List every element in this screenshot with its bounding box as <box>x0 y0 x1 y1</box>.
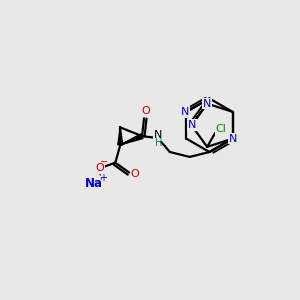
Text: N: N <box>181 107 190 117</box>
Text: N: N <box>203 99 212 109</box>
Text: O: O <box>95 163 104 172</box>
Text: O: O <box>131 169 140 178</box>
Text: Na: Na <box>85 177 103 190</box>
Text: N: N <box>154 130 162 140</box>
Polygon shape <box>120 134 143 145</box>
Text: H: H <box>155 138 163 148</box>
Text: Cl: Cl <box>216 124 226 134</box>
Polygon shape <box>118 128 123 145</box>
Text: N: N <box>228 134 237 144</box>
Text: +: + <box>99 172 107 182</box>
Text: O: O <box>142 106 150 116</box>
Text: N: N <box>188 120 196 130</box>
Text: −: − <box>100 157 109 167</box>
